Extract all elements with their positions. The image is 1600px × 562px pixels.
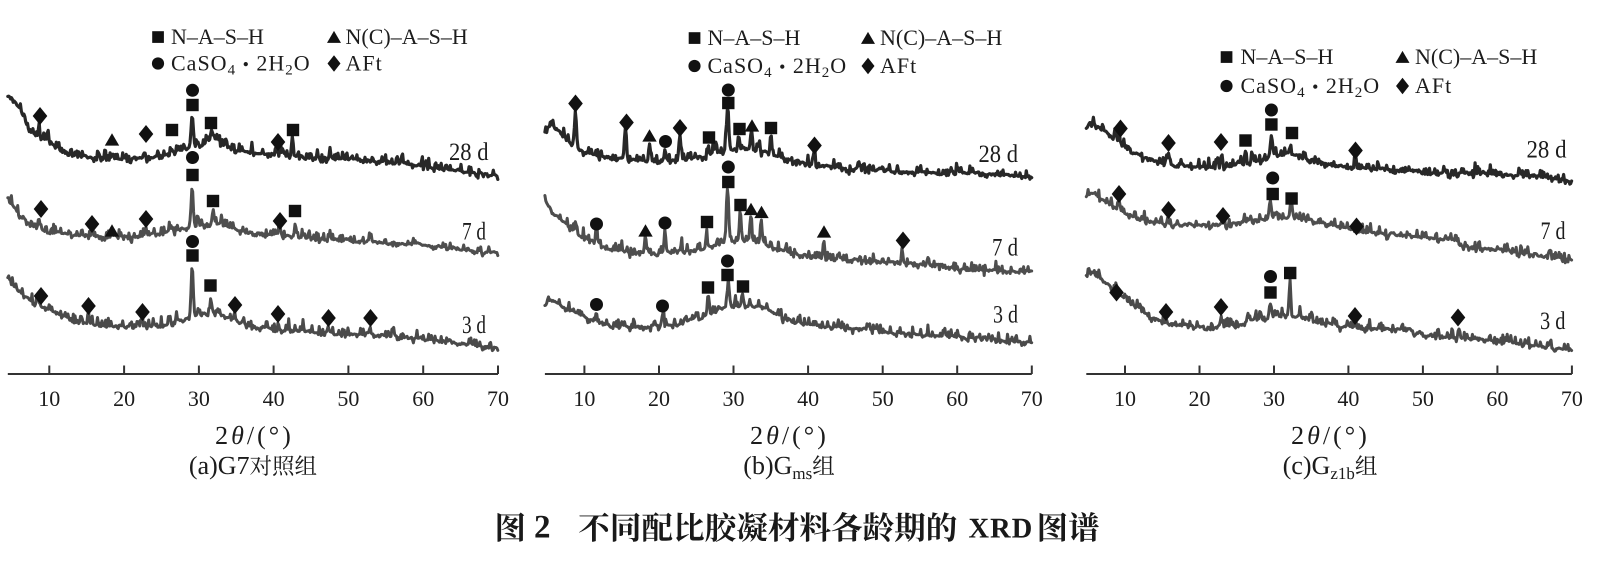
svg-text:N(C)–A–S–H: N(C)–A–S–H bbox=[346, 24, 468, 49]
svg-text:28 d: 28 d bbox=[1527, 137, 1567, 164]
svg-text:N–A–S–H: N–A–S–H bbox=[1241, 44, 1334, 69]
svg-text:50: 50 bbox=[872, 386, 894, 411]
svg-text:60: 60 bbox=[946, 386, 968, 411]
svg-text:50: 50 bbox=[337, 386, 359, 411]
svg-text:40: 40 bbox=[263, 386, 285, 411]
svg-text:3 d: 3 d bbox=[1540, 308, 1566, 335]
svg-text:28 d: 28 d bbox=[449, 139, 489, 166]
svg-text:N–A–S–H: N–A–S–H bbox=[171, 24, 264, 49]
svg-text:7 d: 7 d bbox=[462, 219, 486, 246]
svg-text:N(C)–A–S–H: N(C)–A–S–H bbox=[1415, 44, 1537, 69]
svg-text:N–A–S–H: N–A–S–H bbox=[708, 25, 801, 50]
svg-text:40: 40 bbox=[1337, 386, 1359, 411]
svg-text:10: 10 bbox=[38, 386, 60, 411]
svg-text:70: 70 bbox=[1561, 386, 1583, 411]
svg-text:50: 50 bbox=[1412, 386, 1434, 411]
svg-text:20: 20 bbox=[1189, 386, 1211, 411]
svg-text:20: 20 bbox=[648, 386, 670, 411]
svg-text:10: 10 bbox=[1114, 386, 1136, 411]
svg-text:AFt: AFt bbox=[880, 53, 917, 78]
svg-text:3 d: 3 d bbox=[993, 302, 1018, 329]
svg-text:28 d: 28 d bbox=[979, 141, 1019, 168]
svg-text:3 d: 3 d bbox=[462, 312, 486, 339]
svg-text:N(C)–A–S–H: N(C)–A–S–H bbox=[880, 25, 1002, 50]
svg-text:60: 60 bbox=[412, 386, 434, 411]
svg-text:7 d: 7 d bbox=[992, 235, 1018, 262]
svg-text:70: 70 bbox=[487, 386, 509, 411]
svg-text:20: 20 bbox=[113, 386, 135, 411]
svg-text:70: 70 bbox=[1021, 386, 1043, 411]
svg-text:60: 60 bbox=[1486, 386, 1508, 411]
svg-text:10: 10 bbox=[573, 386, 595, 411]
svg-text:30: 30 bbox=[1263, 386, 1285, 411]
svg-text:30: 30 bbox=[188, 386, 210, 411]
svg-text:AFt: AFt bbox=[1415, 73, 1452, 98]
svg-text:40: 40 bbox=[797, 386, 819, 411]
svg-text:30: 30 bbox=[723, 386, 745, 411]
svg-text:CaSO4 • 2H2O: CaSO4 • 2H2O bbox=[1241, 73, 1381, 101]
svg-text:7 d: 7 d bbox=[1541, 218, 1566, 245]
svg-text:AFt: AFt bbox=[346, 51, 383, 76]
